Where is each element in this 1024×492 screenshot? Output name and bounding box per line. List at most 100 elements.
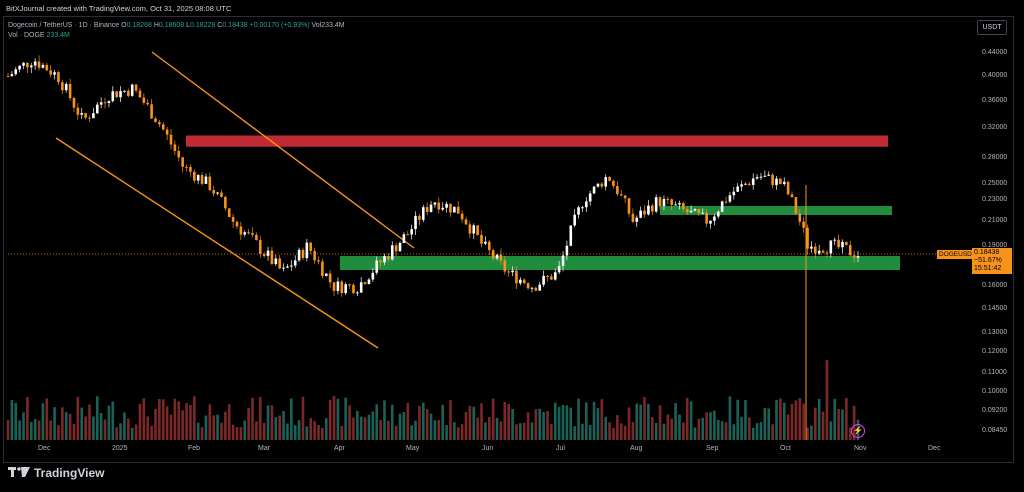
candle <box>340 281 344 294</box>
candle <box>189 167 192 172</box>
volume-bar <box>755 423 759 440</box>
candle <box>274 258 278 265</box>
volume-bar <box>169 414 173 440</box>
volume-bar <box>678 414 681 440</box>
volume-bar <box>740 416 743 440</box>
volume-bar <box>278 415 281 440</box>
candle <box>379 260 382 263</box>
volume-bar <box>146 416 150 440</box>
candle <box>522 279 526 284</box>
candle <box>123 90 126 92</box>
volume-bar <box>604 416 608 440</box>
candle <box>107 101 111 104</box>
volume-bar <box>623 425 627 440</box>
candle <box>134 84 138 91</box>
volume-bar <box>825 360 829 440</box>
volume-bar <box>421 402 425 440</box>
candle <box>608 176 611 181</box>
candle <box>127 90 130 96</box>
candle <box>550 276 553 280</box>
candle <box>193 171 196 181</box>
ohlc-value-o: 0.18268 <box>126 22 152 29</box>
volume-bar <box>134 424 138 440</box>
candle <box>693 209 697 211</box>
volume-bar <box>33 419 37 440</box>
volume-bar <box>732 424 736 440</box>
volume-bar <box>503 401 507 440</box>
price-axis[interactable]: 0.44000 0.40000 0.36000 0.32000 0.28000 0.250… <box>974 0 1014 463</box>
candle <box>674 204 677 206</box>
candle <box>472 225 476 234</box>
candle <box>643 210 646 215</box>
candle <box>654 197 658 212</box>
candle <box>328 273 332 283</box>
volume-bar <box>569 407 573 440</box>
candle <box>825 252 829 254</box>
candle <box>227 208 231 217</box>
candle <box>297 249 301 261</box>
candle <box>305 242 309 259</box>
volume-bar <box>460 424 464 440</box>
volume-legend[interactable]: Vol · DOGE 233.4M <box>8 31 345 41</box>
candle <box>445 203 448 208</box>
volume-bar <box>728 396 732 440</box>
candle <box>553 272 557 280</box>
candle <box>612 180 615 186</box>
volume-bar <box>592 401 596 440</box>
candle <box>18 65 21 70</box>
volume-bar <box>685 397 689 440</box>
candle <box>616 185 619 195</box>
candle <box>569 225 573 246</box>
volume-bar <box>45 398 49 440</box>
volume-bar <box>173 398 177 440</box>
candle <box>200 175 204 184</box>
ohlc-key-l: L <box>184 22 191 29</box>
candle <box>526 283 530 289</box>
volume-bar <box>123 412 126 440</box>
candle <box>775 178 778 186</box>
candle <box>220 192 223 197</box>
candle <box>390 245 394 260</box>
candle <box>806 227 809 249</box>
volume-bar <box>367 414 371 440</box>
volume-bar <box>829 421 833 440</box>
volume-bar <box>561 404 565 440</box>
candle <box>845 241 848 246</box>
price-axis-label: 0.14500 <box>982 305 1008 312</box>
brand-name: TradingView <box>34 466 105 480</box>
time-axis-label: Nov <box>854 445 867 452</box>
candle <box>406 234 410 236</box>
currency-button[interactable]: USDT <box>977 20 1007 35</box>
volume-bar <box>519 423 522 440</box>
candle <box>68 83 72 99</box>
volume-bar <box>313 421 316 440</box>
volume-bar <box>429 413 433 440</box>
volume-bar <box>530 422 534 440</box>
candle <box>363 282 367 284</box>
candle <box>173 144 177 151</box>
candle <box>716 211 720 217</box>
candle <box>262 253 266 256</box>
volume-bar <box>158 399 161 440</box>
chart-pane[interactable] <box>3 16 1014 463</box>
price-axis-label: 0.28000 <box>982 154 1008 161</box>
candle <box>814 246 817 254</box>
volume-bar <box>643 397 646 440</box>
price-axis-label: 0.19000 <box>982 242 1008 249</box>
channel-lower-line <box>55 137 379 349</box>
ohlc-key-h: H <box>151 22 159 29</box>
candle <box>534 287 538 291</box>
vol-value: 233.4M <box>321 22 345 29</box>
volume-bar <box>577 398 580 440</box>
price-axis-label: 0.12000 <box>982 348 1008 355</box>
candle <box>410 229 413 235</box>
candle <box>476 225 479 235</box>
volume-bar <box>588 424 592 440</box>
candle <box>64 83 68 91</box>
lightning-icon[interactable]: ⚡ <box>851 424 865 438</box>
candle <box>507 271 510 273</box>
candle <box>499 254 503 261</box>
candle <box>441 207 445 210</box>
candle <box>511 270 514 273</box>
